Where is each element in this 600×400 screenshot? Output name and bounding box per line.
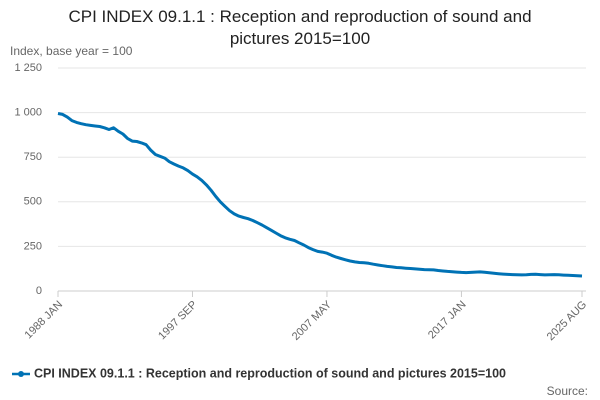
data-line [57,112,583,278]
y-axis-label: Index, base year = 100 [10,44,133,58]
y-tick-label: 500 [24,196,42,208]
chart-title: CPI INDEX 09.1.1 : Reception and reprodu… [68,7,532,48]
y-tick-label: 0 [36,285,42,297]
y-tick-label: 250 [24,240,42,252]
x-tick-label: 2007 MAY [290,298,335,343]
x-tick-label: 2017 JAN [426,299,469,342]
legend-label: CPI INDEX 09.1.1 : Reception and reprodu… [34,366,506,380]
x-tick-label: 1988 JAN [23,299,66,342]
source-note: Source: [547,384,588,398]
y-tick-label: 1 250 [14,62,42,74]
legend-marker [18,371,24,377]
y-tick-label: 750 [24,151,42,163]
x-tick-label: 2025 AUG [545,299,589,343]
y-tick-label: 1 000 [14,107,42,119]
x-tick-label: 1997 SEP [156,299,200,343]
